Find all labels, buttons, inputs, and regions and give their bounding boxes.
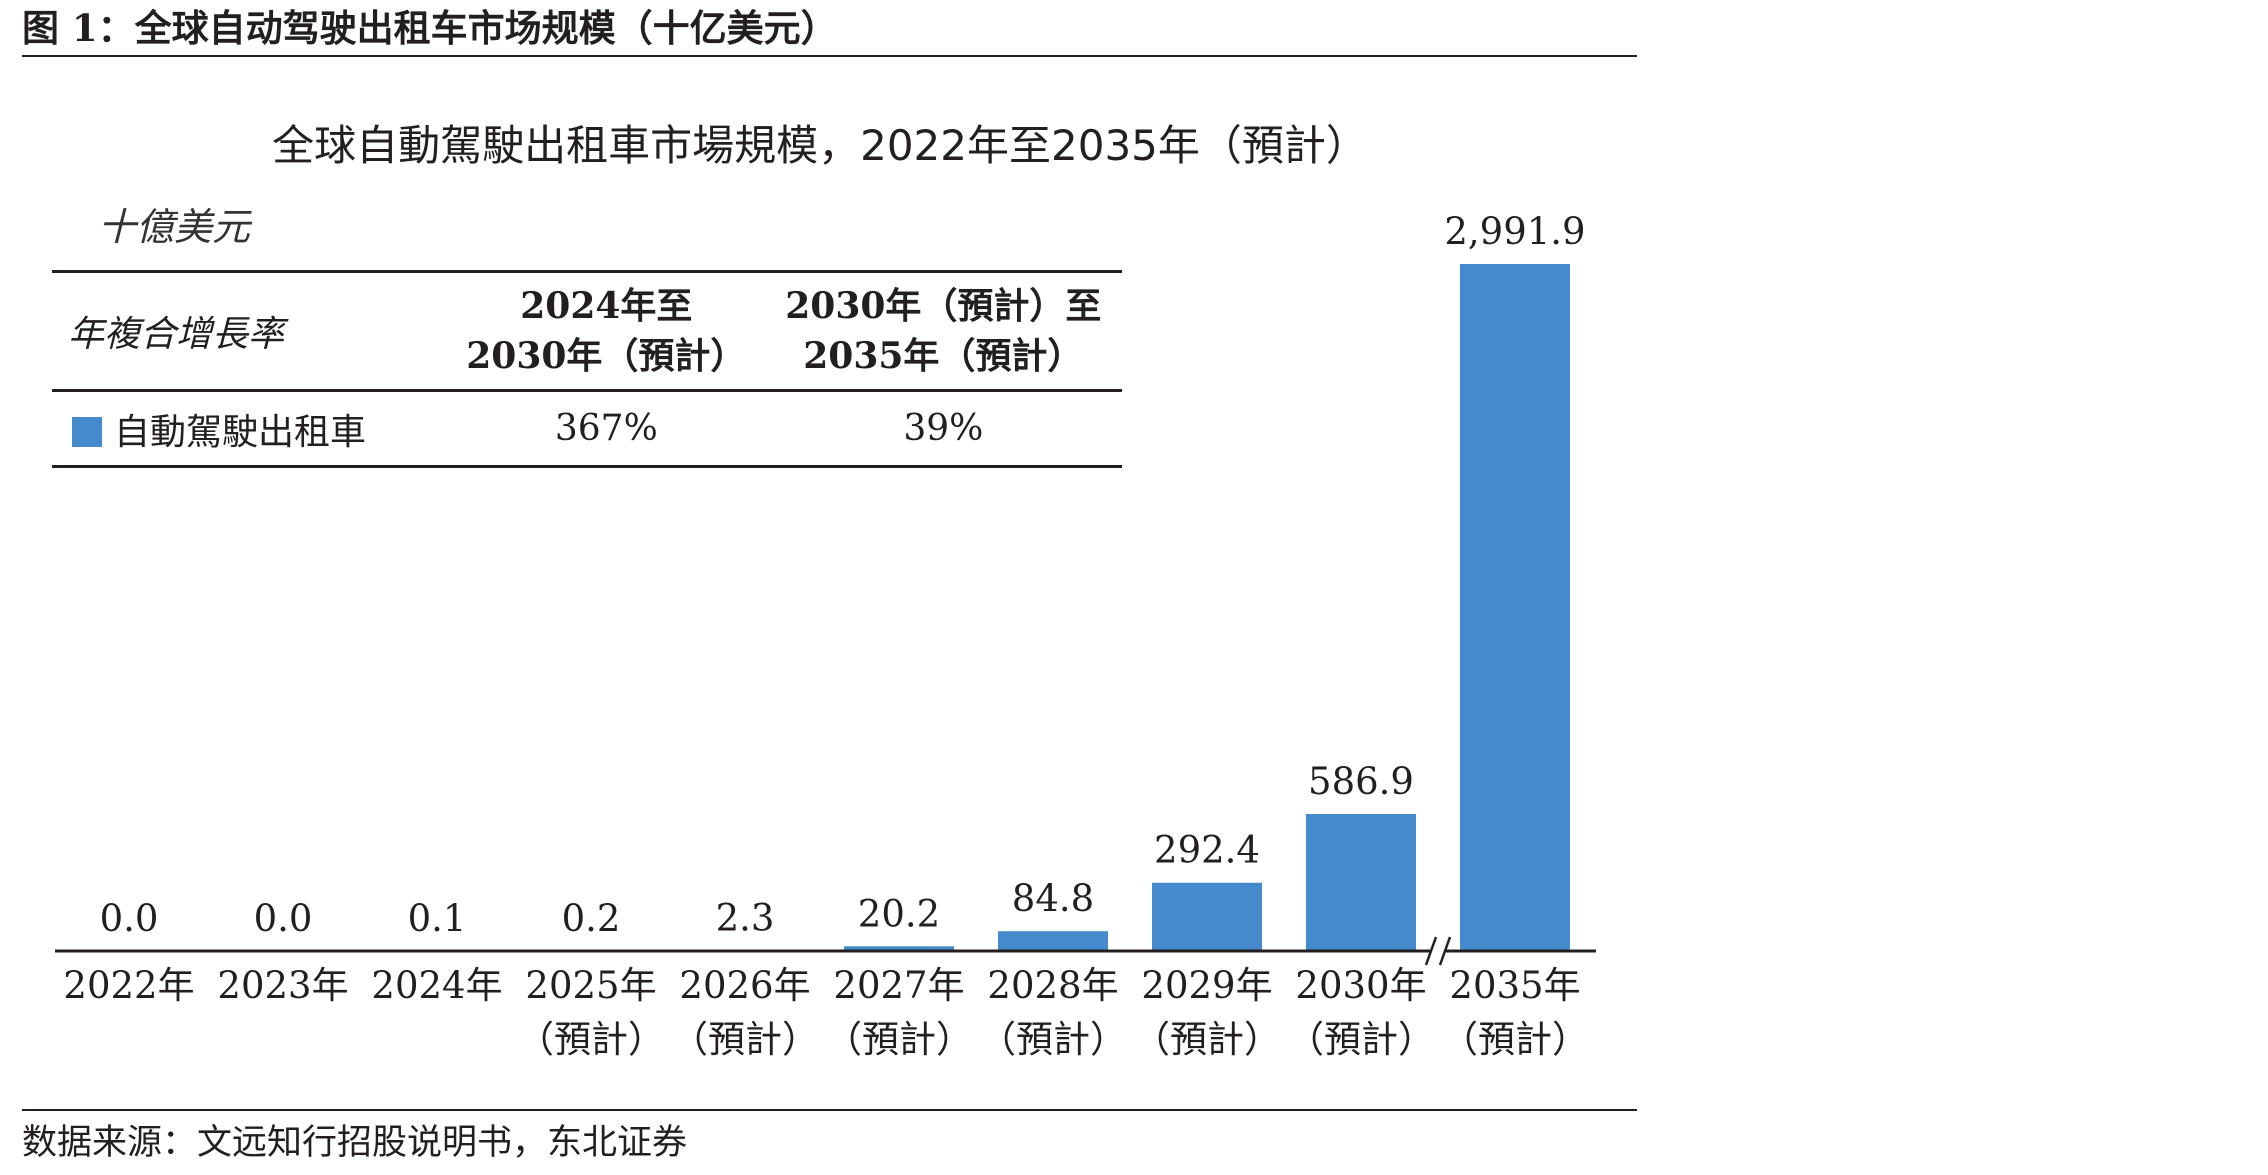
x-tick-sublabel-5: （預計） (825, 1018, 973, 1061)
source-note: 数据来源：文远知行招股说明书，东北证券 (22, 1123, 688, 1163)
cagr-series-cell: 自動駕駛出租車 (52, 391, 448, 467)
cagr-row: 自動駕駛出租車 367% 39% (52, 391, 1122, 467)
data-label-5: 20.2 (858, 892, 940, 935)
x-tick-label-8: 2030年 (1295, 964, 1426, 1007)
cagr-col-1-line1: 2024年至 (520, 285, 693, 327)
x-tick-label-6: 2028年 (987, 964, 1118, 1007)
source-rule (22, 1109, 1637, 1111)
axis-break-mark-2 (1438, 936, 1452, 966)
caption-rule (22, 55, 1637, 57)
bar-chart: 0.0 2022年 0.0 2023年 0.1 2024年 0.2 2025年 （預計） 2.3 2… (55, 210, 1596, 1061)
cagr-value-1: 367% (554, 408, 658, 449)
cagr-col-2: 2030年（預計）至 2035年（預計） (765, 272, 1122, 391)
figure-caption: 图 1：全球自动驾驶出租车市场规模（十亿美元） (22, 6, 838, 50)
x-tick-label-3: 2025年 (525, 964, 656, 1007)
cagr-value-2: 39% (903, 408, 984, 449)
bar-5 (844, 946, 954, 951)
bar-9 (1460, 264, 1570, 951)
axis-break-mark-1 (1424, 936, 1438, 966)
x-tick-label-2: 2024年 (371, 964, 502, 1007)
cagr-col-2-line2: 2035年（預計） (803, 335, 1084, 377)
data-label-9: 2,991.9 (1444, 210, 1585, 253)
x-tick-sublabel-7: （預計） (1133, 1018, 1281, 1061)
x-tick-sublabel-8: （預計） (1287, 1018, 1435, 1061)
data-label-6: 84.8 (1012, 877, 1094, 920)
unit-label: 十億美元 (98, 205, 251, 249)
bar-8 (1306, 814, 1416, 951)
x-tick-label-1: 2023年 (217, 964, 348, 1007)
x-tick-sublabel-4: （預計） (671, 1018, 819, 1061)
data-label-3: 0.2 (562, 897, 621, 940)
cagr-col-2-line1: 2030年（預計）至 (785, 285, 1102, 327)
cagr-col-1-line2: 2030年（預計） (466, 335, 747, 377)
x-tick-sublabel-6: （預計） (979, 1018, 1127, 1061)
cagr-header-label: 年複合增長率 (68, 314, 285, 355)
data-label-7: 292.4 (1154, 829, 1260, 872)
bar-6 (998, 931, 1108, 951)
x-tick-sublabel-9: （預計） (1441, 1018, 1589, 1061)
cagr-series-name: 自動駕駛出租車 (114, 411, 367, 453)
bar-7 (1152, 882, 1262, 951)
data-label-0: 0.0 (100, 897, 159, 940)
data-label-1: 0.0 (254, 897, 313, 940)
data-label-2: 0.1 (408, 897, 467, 940)
axis-break-gap (1430, 943, 1446, 959)
chart-title: 全球自動駕駛出租車市場規模，2022年至2035年（預計） (272, 121, 1368, 170)
x-tick-label-7: 2029年 (1141, 964, 1272, 1007)
cagr-table: 年複合增長率 2024年至 2030年（預計） 2030年（預計）至 2035年… (52, 270, 1122, 468)
cagr-header-row: 年複合增長率 2024年至 2030年（預計） 2030年（預計）至 2035年… (52, 271, 1122, 391)
data-label-4: 2.3 (716, 896, 775, 939)
x-tick-sublabel-3: （預計） (517, 1018, 665, 1061)
x-tick-label-9: 2035年 (1449, 964, 1580, 1007)
cagr-col-1: 2024年至 2030年（預計） (448, 272, 765, 391)
x-tick-label-4: 2026年 (679, 964, 810, 1007)
x-tick-label-0: 2022年 (63, 964, 194, 1007)
legend-swatch (72, 416, 102, 447)
x-tick-label-5: 2027年 (833, 964, 964, 1007)
data-label-8: 586.9 (1308, 760, 1414, 803)
